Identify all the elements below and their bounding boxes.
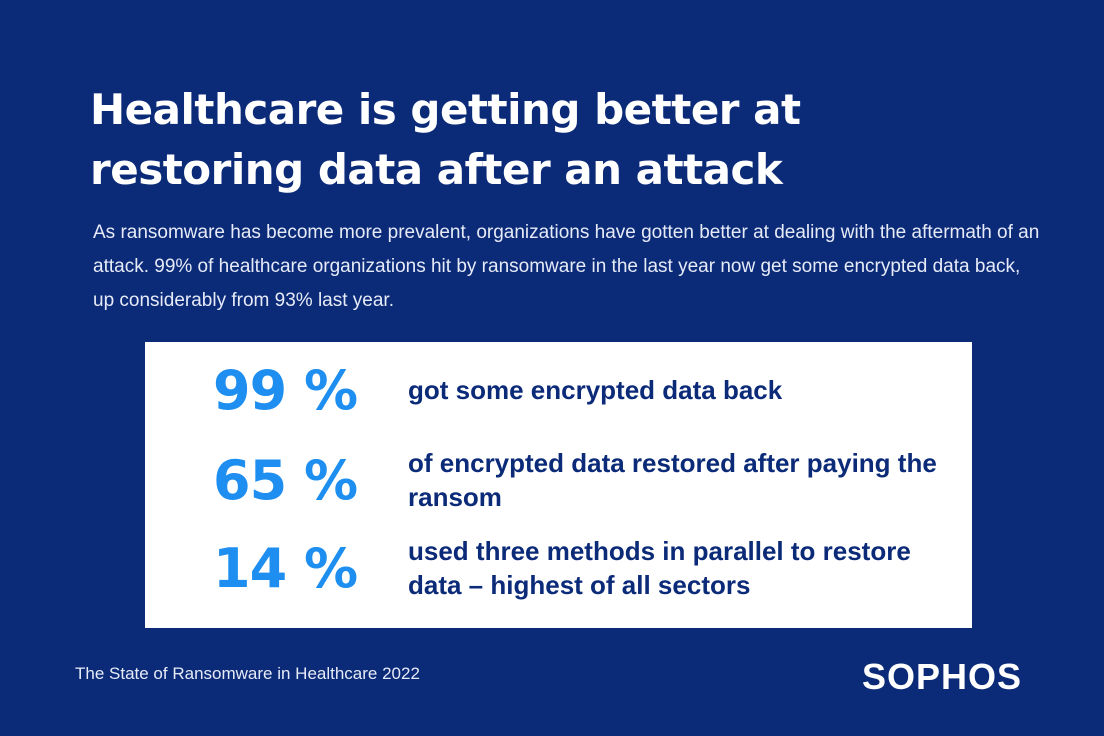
stat-label: used three methods in parallel to restor…	[408, 536, 911, 600]
stat-value: 14 %	[213, 536, 358, 600]
stat-label: got some encrypted data back	[408, 375, 783, 405]
title: Healthcare is getting better at restorin…	[90, 85, 801, 194]
stat-label: of encrypted data restored after paying …	[408, 448, 937, 512]
subtitle: As ransomware has become more prevalent,…	[93, 222, 1040, 311]
stat-value: 99 %	[213, 358, 358, 422]
source: The State of Ransomware in Healthcare 20…	[75, 664, 420, 683]
logo: SOPHOS	[861, 656, 1022, 697]
stats-box: 99 % got some encrypted data back 65 % of e…	[145, 342, 972, 628]
stat-value: 65 %	[213, 448, 358, 512]
